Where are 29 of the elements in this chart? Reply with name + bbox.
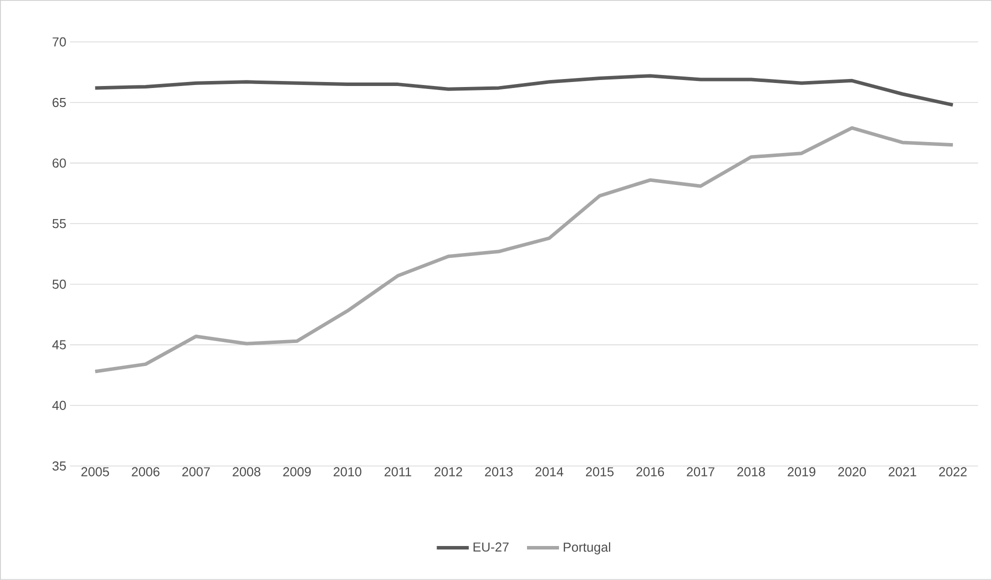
x-tick-label: 2005 xyxy=(81,467,110,476)
y-tick-label: 45 xyxy=(52,340,66,350)
x-tick-label: 2020 xyxy=(838,467,866,476)
y-tick-label: 40 xyxy=(52,400,66,410)
x-tick-label: 2007 xyxy=(182,467,210,476)
x-tick-label: 2011 xyxy=(384,467,412,476)
x-tick-label: 2017 xyxy=(686,467,714,476)
x-tick-label: 2018 xyxy=(737,467,765,476)
y-tick-label: 50 xyxy=(52,280,66,289)
x-tick-label: 2009 xyxy=(283,467,311,476)
y-tick-label: 60 xyxy=(52,158,66,168)
x-tick-label: 2014 xyxy=(535,467,564,476)
y-tick-label: 55 xyxy=(52,219,66,228)
x-tick-label: 2021 xyxy=(888,467,916,476)
legend-label: EU-27 xyxy=(474,542,509,552)
x-tick-label: 2019 xyxy=(788,467,816,476)
x-tick-label: 2012 xyxy=(434,467,462,476)
y-tick-label: 35 xyxy=(52,461,66,471)
x-tick-label: 2006 xyxy=(132,467,160,476)
x-tick-label: 2016 xyxy=(636,467,664,476)
x-tick-label: 2010 xyxy=(334,467,362,476)
y-tick-label: 70 xyxy=(52,37,66,47)
line-series xyxy=(93,126,955,374)
x-tick-label: 2013 xyxy=(485,467,513,476)
x-tick-label: 2015 xyxy=(586,467,614,476)
x-tick-label: 2008 xyxy=(232,467,260,476)
legend-label: Portugal xyxy=(564,542,610,554)
y-tick-label: 65 xyxy=(52,98,66,108)
x-tick-label: 2022 xyxy=(939,467,967,476)
